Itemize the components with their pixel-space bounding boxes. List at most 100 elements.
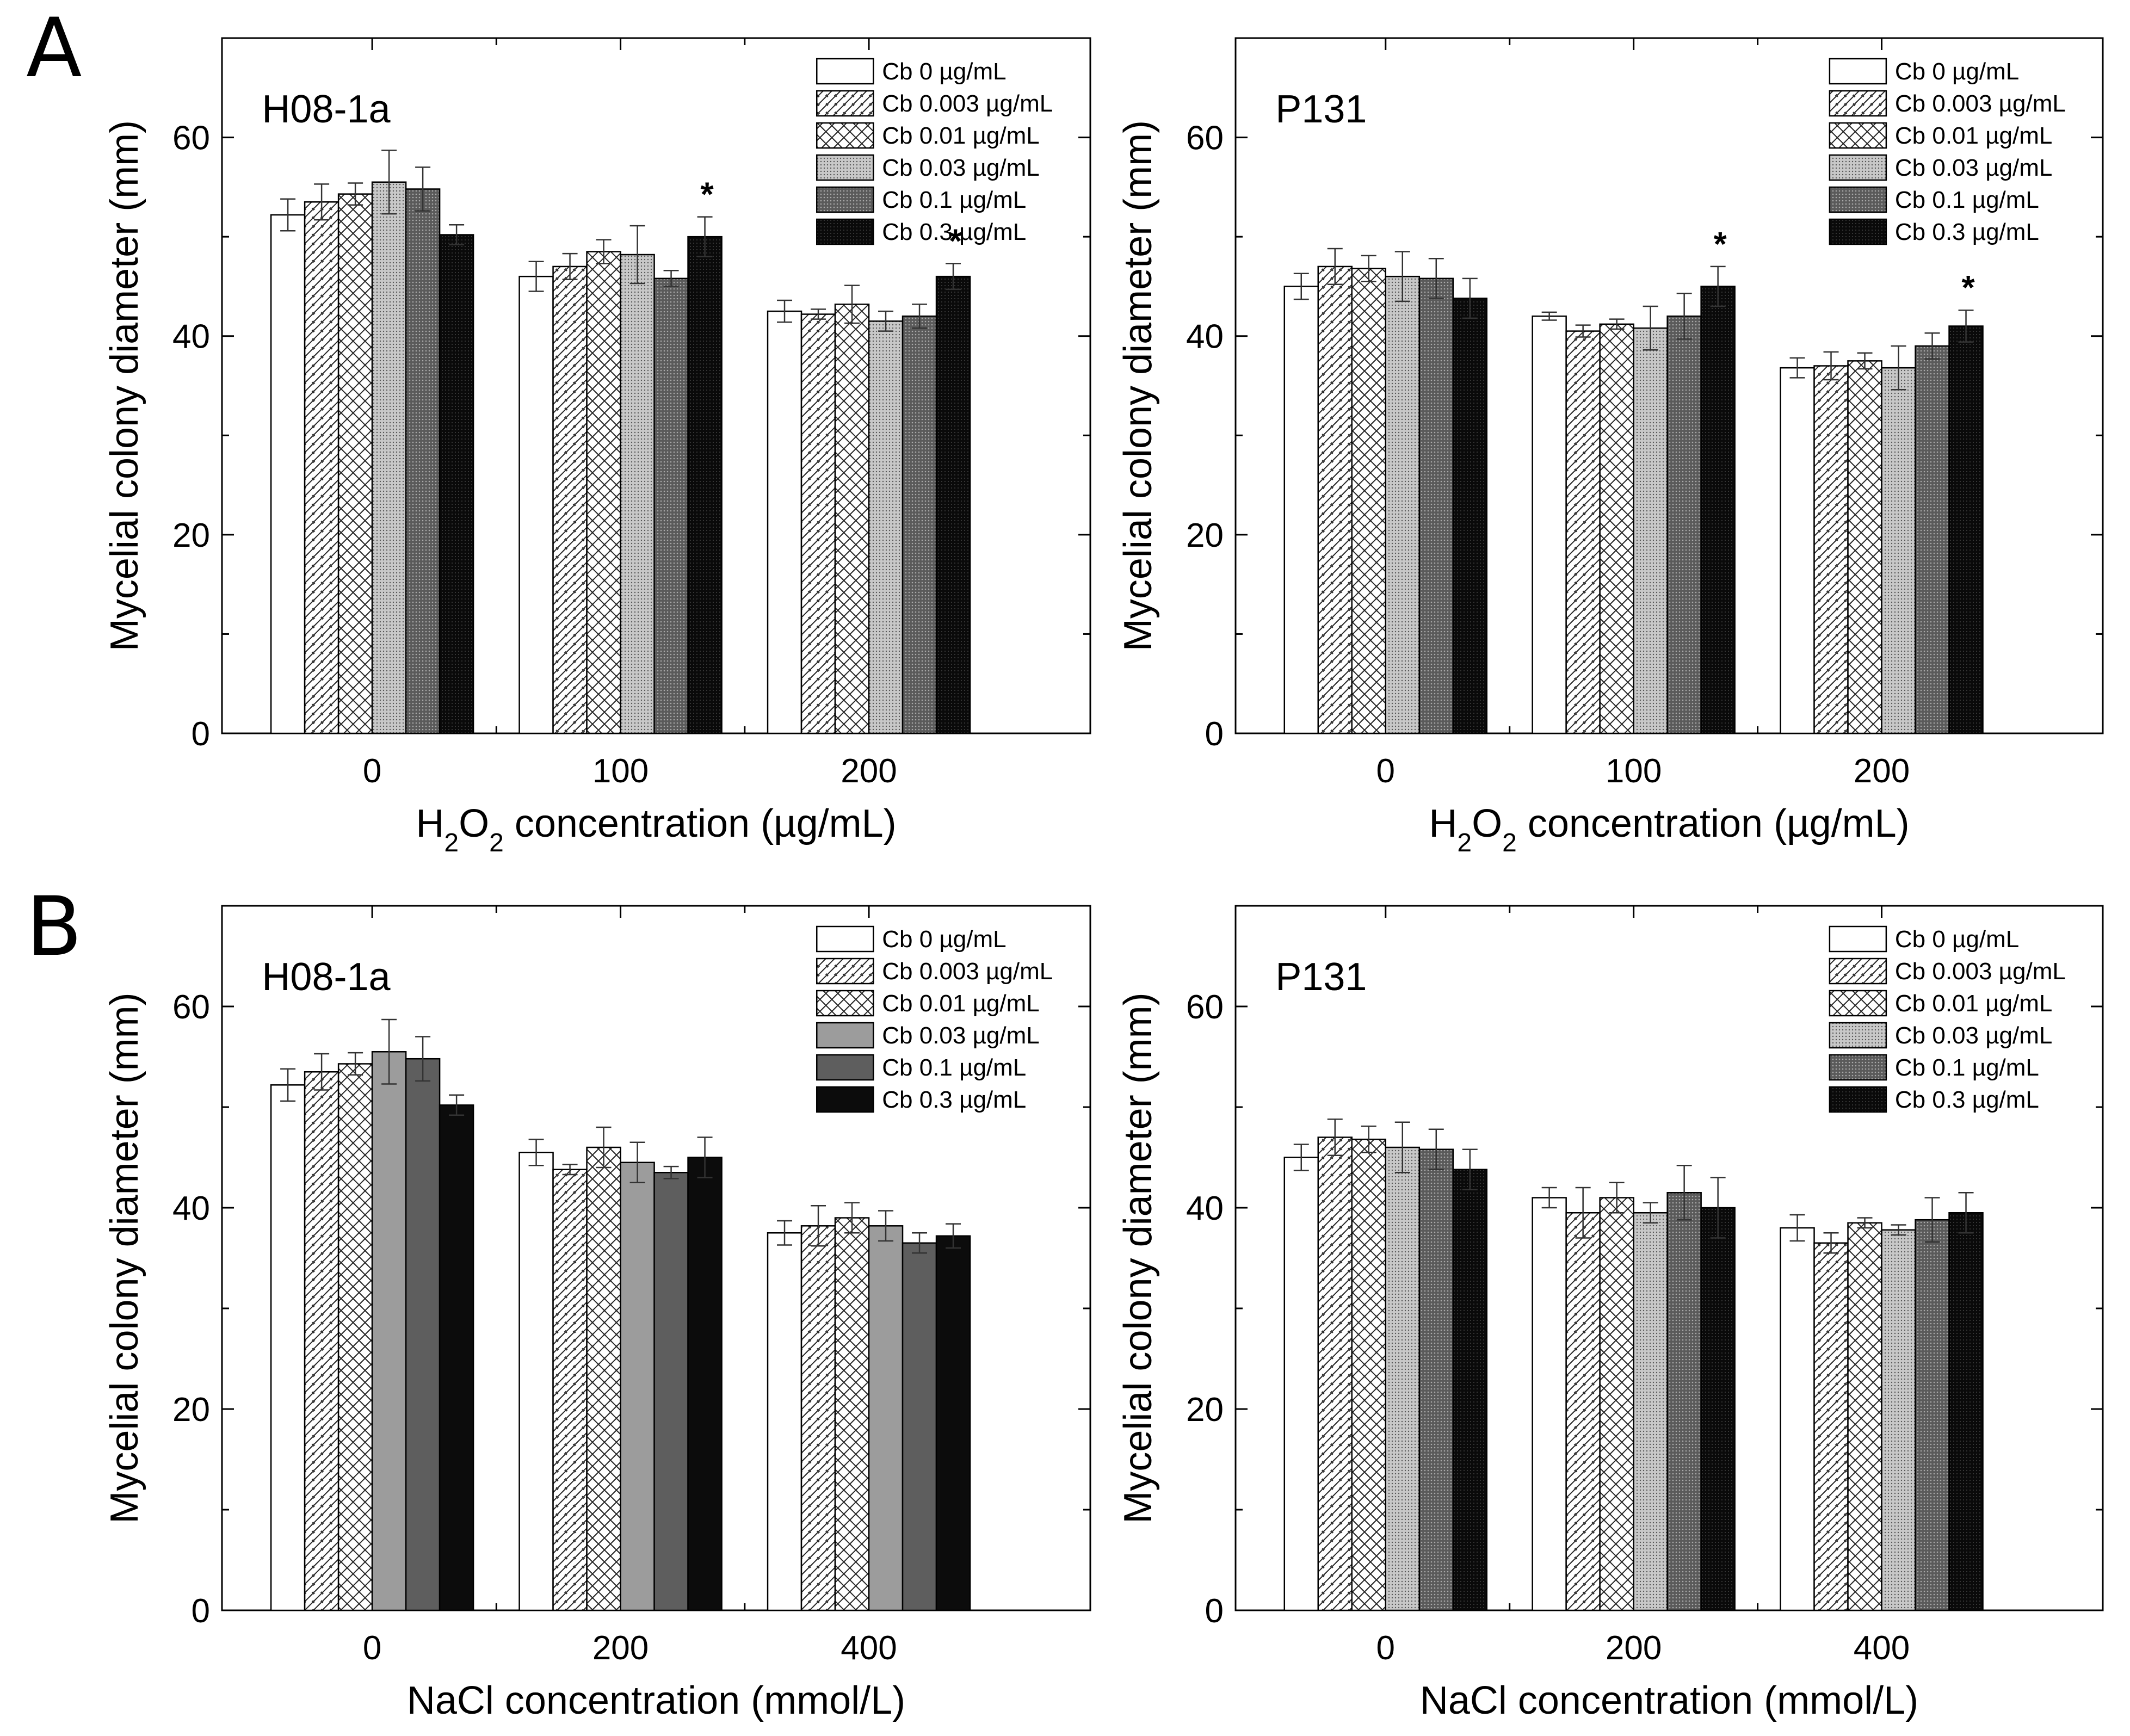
- bar: [1847, 1222, 1882, 1611]
- x-tick-label: 100: [1606, 752, 1662, 790]
- bar: [687, 1157, 723, 1611]
- legend-label: Cb 0.003 µg/mL: [1895, 90, 2066, 117]
- legend-label: Cb 0 µg/mL: [1895, 926, 2019, 953]
- y-axis-label: Mycelial colony diameter (mm): [103, 992, 146, 1523]
- legend-swatch: [1829, 1022, 1887, 1049]
- x-axis-label-part: H: [1429, 802, 1457, 845]
- bar: [1532, 1197, 1567, 1611]
- legend-swatch: [1829, 1054, 1887, 1081]
- x-tick-label: 0: [363, 752, 381, 790]
- y-tick-label: 60: [1186, 989, 1224, 1026]
- y-tick-label: 40: [172, 1190, 210, 1227]
- bar: [1633, 327, 1668, 734]
- x-tick-label: 200: [592, 1629, 649, 1667]
- y-tick-label: 0: [192, 715, 210, 753]
- significance-marker: *: [949, 223, 962, 260]
- legend-label: Cb 0.01 µg/mL: [882, 122, 1040, 149]
- bar: [800, 313, 836, 734]
- y-tick-label: 20: [172, 1391, 210, 1429]
- x-axis-label-part: NaCl concentration (mmol/L): [407, 1679, 905, 1722]
- bar: [1418, 1148, 1454, 1611]
- legend-label: Cb 0 µg/mL: [882, 58, 1006, 85]
- legend-label: Cb 0.1 µg/mL: [1895, 1054, 2039, 1081]
- bar: [586, 251, 621, 734]
- bar: [371, 181, 407, 734]
- bar: [1351, 1138, 1387, 1611]
- bar: [1813, 365, 1849, 734]
- x-axis-label-part: O: [459, 802, 489, 845]
- bar: [1948, 325, 1984, 734]
- panel-title: H08-1a: [262, 88, 391, 131]
- significance-marker: *: [1961, 269, 1975, 307]
- bar: [1565, 330, 1601, 734]
- y-tick-label: 60: [1186, 120, 1224, 157]
- legend-label: Cb 0.03 µg/mL: [882, 155, 1040, 181]
- legend-label: Cb 0 µg/mL: [1895, 58, 2019, 85]
- bar: [439, 234, 474, 734]
- bar: [1881, 367, 1916, 734]
- bar: [1666, 1192, 1702, 1611]
- bar: [653, 277, 689, 734]
- legend-swatch: [816, 122, 874, 149]
- legend-swatch: [1829, 122, 1887, 149]
- bar: [439, 1104, 474, 1611]
- bar: [1813, 1242, 1849, 1611]
- bar: [1418, 277, 1454, 734]
- y-axis-label: Mycelial colony diameter (mm): [103, 120, 146, 651]
- bar: [304, 201, 339, 734]
- bar: [653, 1172, 689, 1611]
- legend-label: Cb 0.1 µg/mL: [1895, 187, 2039, 213]
- y-tick-label: 60: [172, 120, 210, 157]
- bar: [620, 254, 655, 734]
- legend-swatch: [816, 1054, 874, 1081]
- legend-label: Cb 0.01 µg/mL: [1895, 990, 2053, 1017]
- bar: [518, 1152, 554, 1611]
- x-axis-label-part: concentration (µg/mL): [1517, 802, 1910, 845]
- bar: [1915, 1219, 1950, 1611]
- bar: [304, 1071, 339, 1611]
- y-tick-label: 20: [172, 517, 210, 554]
- bar: [518, 275, 554, 734]
- legend-swatch: [1829, 58, 1887, 85]
- x-tick-label: 0: [1376, 752, 1395, 790]
- legend-label: Cb 0.3 µg/mL: [882, 219, 1026, 245]
- bar: [1452, 1169, 1488, 1611]
- bar: [405, 188, 441, 734]
- x-axis-label-part: 2: [1502, 829, 1517, 857]
- bar: [767, 310, 802, 734]
- legend-swatch: [816, 925, 874, 953]
- x-axis-label-part: H: [416, 802, 444, 845]
- chart-panel-2: 0 20 40 60 0 100 200 * * P131 Mycelial colony diam…: [1116, 37, 2104, 857]
- bar: [620, 1162, 655, 1611]
- x-axis-label: H2O2 concentration (µg/mL): [416, 802, 896, 857]
- panel-title: P131: [1275, 955, 1367, 999]
- y-tick-label: 40: [172, 318, 210, 356]
- bar: [405, 1058, 441, 1611]
- bar: [1565, 1212, 1601, 1611]
- y-tick-label: 40: [1186, 1190, 1224, 1227]
- bar: [1317, 265, 1353, 734]
- x-tick-label: 200: [1854, 752, 1910, 790]
- y-tick-label: 60: [172, 989, 210, 1026]
- legend-swatch: [816, 154, 874, 181]
- bar: [270, 214, 306, 734]
- x-tick-label: 0: [1376, 1629, 1395, 1667]
- bar: [834, 304, 870, 734]
- bar: [1948, 1212, 1984, 1611]
- bar: [552, 265, 588, 734]
- bar: [1452, 298, 1488, 734]
- legend-swatch: [816, 957, 874, 985]
- x-axis-label-part: O: [1472, 802, 1502, 845]
- legend-swatch: [1829, 154, 1887, 181]
- bar: [337, 193, 373, 734]
- bar: [935, 275, 971, 734]
- bar: [337, 1063, 373, 1611]
- bar: [586, 1146, 621, 1611]
- legend-swatch: [816, 218, 874, 245]
- bar: [902, 1242, 937, 1611]
- bar: [1385, 275, 1421, 734]
- bar: [1351, 268, 1387, 734]
- x-tick-label: 200: [841, 752, 897, 790]
- legend-swatch: [1829, 957, 1887, 985]
- bar: [868, 320, 904, 734]
